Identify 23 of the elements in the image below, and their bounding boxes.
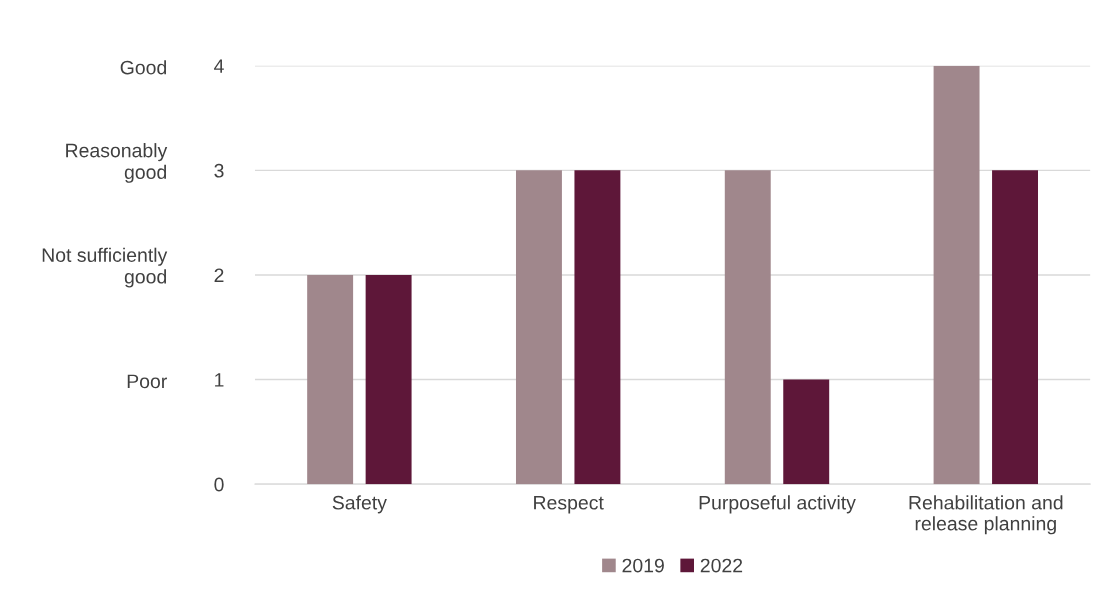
text: Poor <box>127 374 167 389</box>
text: Reasonably good <box>66 143 168 183</box>
text: Not sufficiently good <box>42 247 168 288</box>
text: Good <box>120 60 167 75</box>
y-tick-label: 3 <box>214 163 224 178</box>
y-tick-label: 4 <box>214 59 224 73</box>
bar <box>992 170 1039 485</box>
legend-label: 2019 <box>622 558 664 573</box>
legend-label: 2022 <box>700 558 743 573</box>
x-tick-label: Rehabilitation and release planning <box>909 495 1063 535</box>
bar <box>515 170 562 485</box>
y-tick-label: 1 <box>215 373 224 387</box>
x-tick-label: Safety <box>332 495 387 514</box>
bar <box>365 274 412 485</box>
bar <box>724 170 771 485</box>
bar <box>574 170 621 485</box>
x-tick-label: Respect <box>534 495 604 514</box>
x-tick-label: Purposeful activity <box>699 495 856 514</box>
y-tick-label: 0 <box>214 477 224 492</box>
bar <box>307 274 354 485</box>
bar <box>933 65 980 485</box>
bar <box>783 379 830 485</box>
y-tick-label: 2 <box>214 268 224 283</box>
